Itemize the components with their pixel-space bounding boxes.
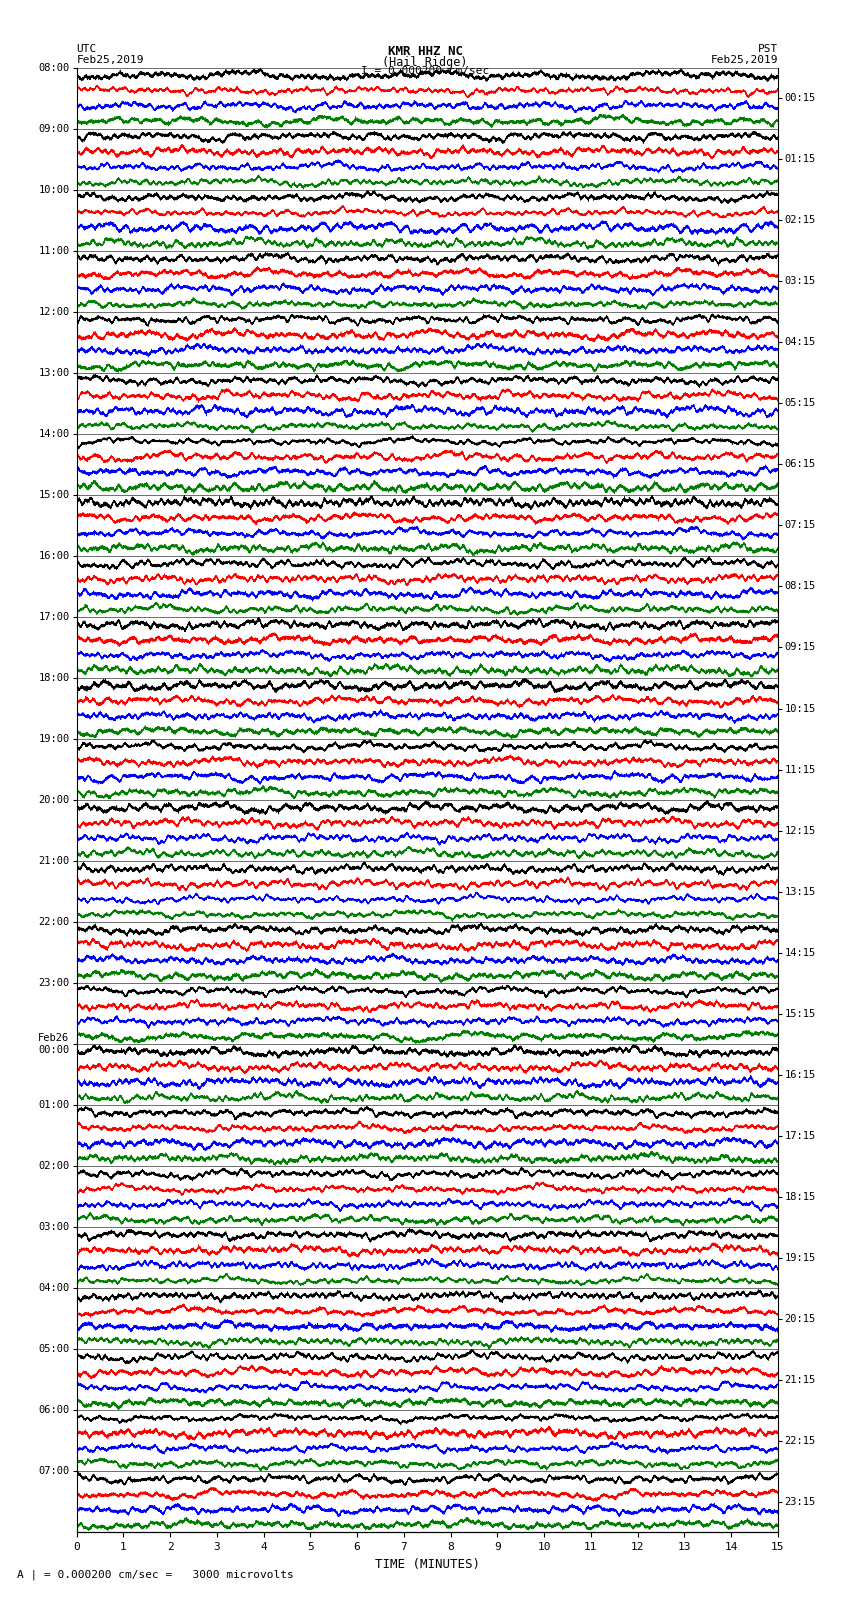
Text: (Hail Ridge): (Hail Ridge) [382,56,468,69]
Text: PST: PST [757,44,778,53]
Text: Feb25,2019: Feb25,2019 [711,55,778,65]
Text: UTC: UTC [76,44,97,53]
Text: KMR HHZ NC: KMR HHZ NC [388,45,462,58]
Text: Feb25,2019: Feb25,2019 [76,55,144,65]
Text: A | = 0.000200 cm/sec =   3000 microvolts: A | = 0.000200 cm/sec = 3000 microvolts [17,1569,294,1581]
Text: I = 0.000200 cm/sec: I = 0.000200 cm/sec [361,66,489,76]
X-axis label: TIME (MINUTES): TIME (MINUTES) [375,1558,479,1571]
